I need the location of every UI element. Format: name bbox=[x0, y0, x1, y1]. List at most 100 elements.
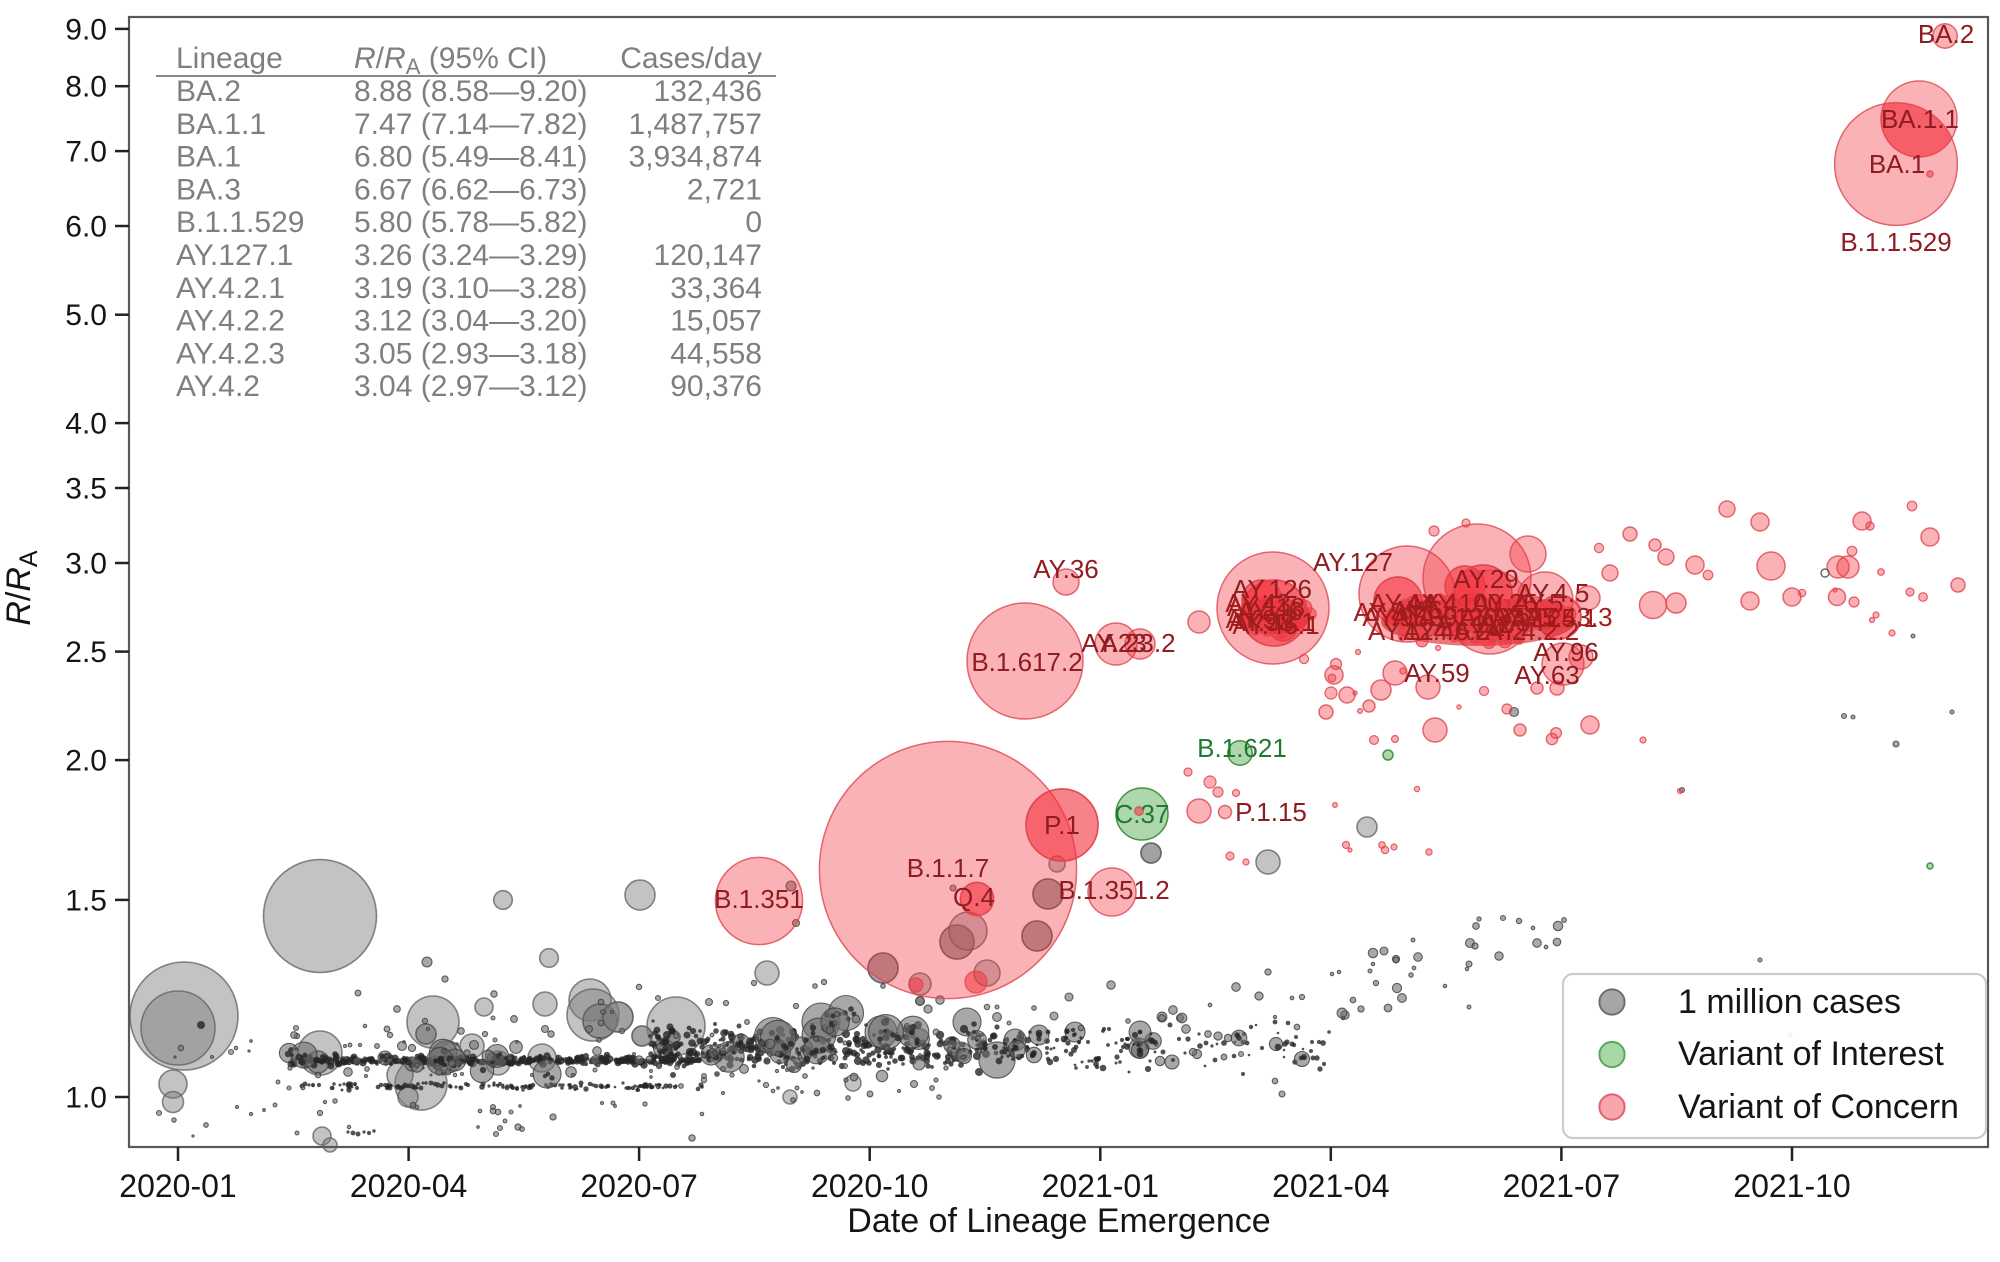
svg-text:AY.4: AY.4 bbox=[1406, 588, 1457, 618]
svg-text:AY.63: AY.63 bbox=[1514, 660, 1580, 690]
svg-text:AY.33: AY.33 bbox=[1459, 602, 1525, 632]
svg-text:AY.112: AY.112 bbox=[1435, 609, 1513, 639]
svg-text:B.1.351: B.1.351 bbox=[714, 884, 804, 914]
svg-text:2020-01: 2020-01 bbox=[119, 1168, 236, 1204]
svg-text:B.1.351.2: B.1.351.2 bbox=[1058, 875, 1169, 905]
svg-text:AY.23: AY.23 bbox=[1081, 628, 1147, 658]
svg-text:1,487,757: 1,487,757 bbox=[629, 108, 762, 141]
svg-text:AY.29: AY.29 bbox=[1453, 564, 1519, 594]
svg-text:B.1.617.2: B.1.617.2 bbox=[971, 647, 1082, 677]
svg-text:BA.3: BA.3 bbox=[176, 173, 241, 206]
svg-text:2020-04: 2020-04 bbox=[350, 1168, 467, 1204]
svg-text:AY.4.2.2: AY.4.2.2 bbox=[1485, 616, 1579, 646]
svg-text:3.19 (3.10—3.28): 3.19 (3.10—3.28) bbox=[354, 272, 587, 305]
svg-text:7.0: 7.0 bbox=[65, 136, 107, 169]
svg-text:3.0: 3.0 bbox=[65, 548, 107, 581]
svg-text:AY.124: AY.124 bbox=[1368, 616, 1448, 646]
svg-text:44,558: 44,558 bbox=[670, 337, 762, 370]
svg-text:6.80 (5.49—8.41): 6.80 (5.49—8.41) bbox=[354, 141, 587, 174]
svg-text:AY.44: AY.44 bbox=[1369, 588, 1435, 618]
svg-text:2021-07: 2021-07 bbox=[1503, 1168, 1620, 1204]
svg-text:2021-01: 2021-01 bbox=[1042, 1168, 1159, 1204]
svg-text:2020-10: 2020-10 bbox=[811, 1168, 928, 1204]
svg-text:2.0: 2.0 bbox=[65, 745, 107, 778]
svg-text:AY.120: AY.120 bbox=[1418, 602, 1498, 632]
svg-text:9.0: 9.0 bbox=[65, 13, 107, 46]
svg-text:AY.5: AY.5 bbox=[1512, 588, 1563, 618]
svg-text:Date of Lineage Emergence: Date of Lineage Emergence bbox=[847, 1202, 1270, 1240]
svg-text:5.0: 5.0 bbox=[65, 299, 107, 332]
svg-text:Cases/day: Cases/day bbox=[620, 42, 762, 75]
svg-text:AY.4.5: AY.4.5 bbox=[1517, 578, 1590, 608]
svg-text:33,364: 33,364 bbox=[670, 272, 762, 305]
svg-text:R/RA: R/RA bbox=[0, 550, 43, 626]
svg-text:AY.127: AY.127 bbox=[1313, 547, 1393, 577]
svg-text:2020-07: 2020-07 bbox=[580, 1168, 697, 1204]
svg-text:AY.36: AY.36 bbox=[1033, 554, 1099, 584]
svg-text:4.0: 4.0 bbox=[65, 408, 107, 441]
svg-text:AY.98: AY.98 bbox=[1362, 602, 1428, 632]
svg-text:B.1.1.7: B.1.1.7 bbox=[907, 853, 989, 883]
svg-text:C.37: C.37 bbox=[1115, 799, 1170, 829]
svg-text:AY.43.3: AY.43.3 bbox=[1525, 602, 1612, 632]
svg-text:AY.25.1: AY.25.1 bbox=[1510, 603, 1597, 633]
svg-text:AY.126: AY.126 bbox=[1232, 574, 1312, 604]
svg-text:Q.4: Q.4 bbox=[953, 882, 995, 912]
svg-text:BA.2: BA.2 bbox=[1918, 19, 1974, 49]
svg-text:2021-04: 2021-04 bbox=[1272, 1168, 1389, 1204]
svg-text:BA.1: BA.1 bbox=[176, 141, 241, 174]
svg-text:3.12 (3.04—3.20): 3.12 (3.04—3.20) bbox=[354, 305, 587, 338]
svg-text:2,721: 2,721 bbox=[687, 173, 762, 206]
svg-text:15,057: 15,057 bbox=[670, 305, 762, 338]
svg-text:B.1.1.529: B.1.1.529 bbox=[1840, 227, 1951, 257]
svg-text:3,934,874: 3,934,874 bbox=[629, 141, 762, 174]
svg-text:AY.6: AY.6 bbox=[1391, 595, 1442, 625]
svg-text:AY.59: AY.59 bbox=[1404, 658, 1470, 688]
svg-text:1 million cases: 1 million cases bbox=[1678, 983, 1901, 1021]
svg-text:AY.98.1: AY.98.1 bbox=[1228, 607, 1315, 637]
svg-text:5.80 (5.78—5.82): 5.80 (5.78—5.82) bbox=[354, 206, 587, 239]
svg-text:BA.2: BA.2 bbox=[176, 75, 241, 108]
svg-text:AY.46.2: AY.46.2 bbox=[1403, 616, 1490, 646]
svg-text:AY.4.2: AY.4.2 bbox=[1454, 616, 1527, 646]
svg-text:AY.118: AY.118 bbox=[1227, 592, 1305, 622]
svg-text:8.0: 8.0 bbox=[65, 71, 107, 104]
svg-text:AY.3: AY.3 bbox=[1353, 597, 1404, 627]
svg-text:AY.4.2: AY.4.2 bbox=[176, 370, 260, 403]
svg-text:AY.43: AY.43 bbox=[1225, 588, 1291, 618]
svg-text:3.5: 3.5 bbox=[65, 473, 107, 506]
svg-text:3.05 (2.93—3.18): 3.05 (2.93—3.18) bbox=[354, 337, 587, 370]
svg-text:8.88 (8.58—9.20): 8.88 (8.58—9.20) bbox=[354, 75, 587, 108]
svg-text:P.1: P.1 bbox=[1044, 810, 1080, 840]
svg-text:1.0: 1.0 bbox=[65, 1082, 107, 1115]
svg-text:AY.96: AY.96 bbox=[1533, 637, 1599, 667]
svg-text:2021-10: 2021-10 bbox=[1733, 1168, 1850, 1204]
svg-text:BA.1.1: BA.1.1 bbox=[176, 108, 266, 141]
svg-text:B.1.1.529: B.1.1.529 bbox=[176, 206, 304, 239]
svg-text:0: 0 bbox=[745, 206, 762, 239]
svg-text:3.26 (3.24—3.29): 3.26 (3.24—3.29) bbox=[354, 239, 587, 272]
svg-text:6.0: 6.0 bbox=[65, 211, 107, 244]
svg-text:P.1.15: P.1.15 bbox=[1235, 797, 1307, 827]
svg-text:B.1.621: B.1.621 bbox=[1197, 733, 1287, 763]
svg-text:Variant of Concern: Variant of Concern bbox=[1678, 1088, 1959, 1126]
svg-text:AY.4.2.2: AY.4.2.2 bbox=[176, 305, 285, 338]
svg-text:90,376: 90,376 bbox=[670, 370, 762, 403]
svg-text:7.47 (7.14—7.82): 7.47 (7.14—7.82) bbox=[354, 108, 587, 141]
svg-text:120,147: 120,147 bbox=[654, 239, 762, 272]
svg-text:A.23.2: A.23.2 bbox=[1100, 628, 1175, 658]
svg-text:AY.34: AY.34 bbox=[1479, 607, 1545, 637]
svg-text:132,436: 132,436 bbox=[654, 75, 762, 108]
svg-text:2.5: 2.5 bbox=[65, 636, 107, 669]
svg-text:AY.25: AY.25 bbox=[1472, 588, 1538, 618]
svg-text:Variant of Interest: Variant of Interest bbox=[1678, 1035, 1944, 1073]
svg-text:6.67 (6.62—6.73): 6.67 (6.62—6.73) bbox=[354, 173, 587, 206]
svg-text:AY.4.2.3: AY.4.2.3 bbox=[176, 337, 285, 370]
svg-text:AY.39: AY.39 bbox=[1392, 602, 1458, 632]
svg-text:BA.1: BA.1 bbox=[1869, 149, 1925, 179]
svg-text:1.5: 1.5 bbox=[65, 884, 107, 917]
svg-text:AY.46: AY.46 bbox=[1237, 596, 1303, 626]
svg-text:AY.127.1: AY.127.1 bbox=[176, 239, 293, 272]
svg-text:AY.4.2.1: AY.4.2.1 bbox=[176, 272, 285, 305]
svg-text:AY.9.2: AY.9.2 bbox=[1226, 604, 1299, 634]
